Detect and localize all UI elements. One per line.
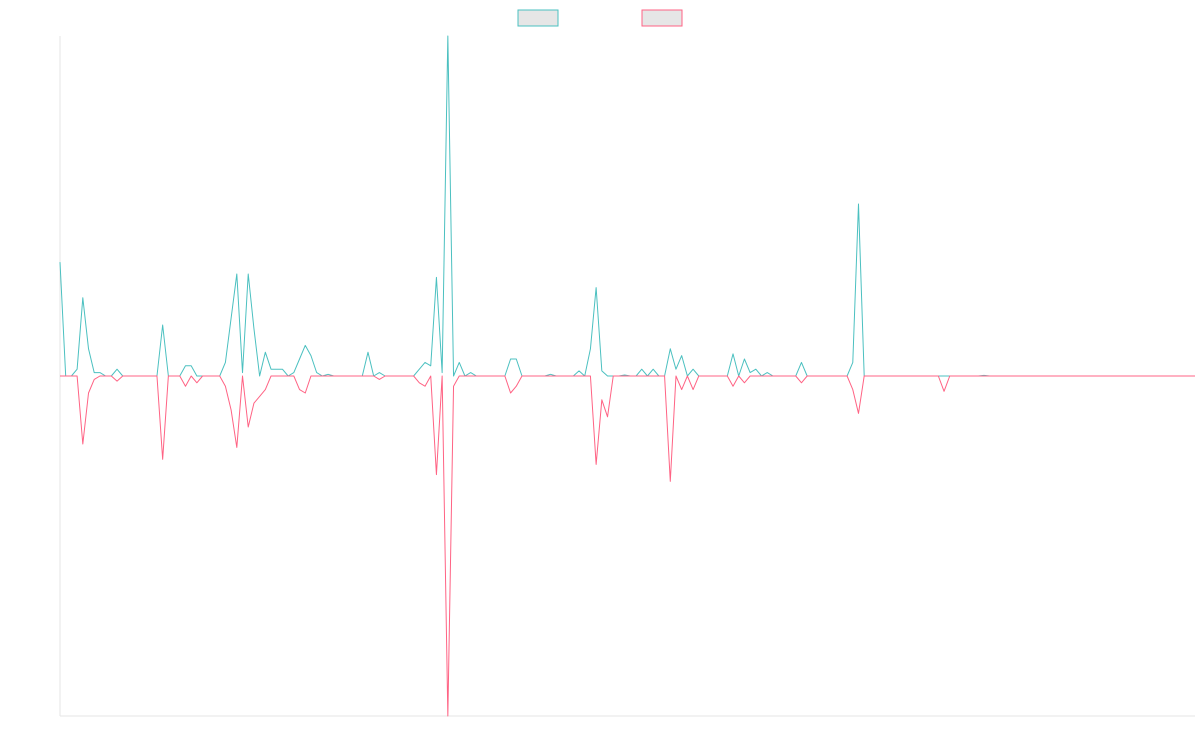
series-line (60, 375, 1195, 717)
series-line (59, 35, 1195, 377)
legend-swatch (517, 9, 559, 27)
legend-swatch (641, 9, 683, 27)
